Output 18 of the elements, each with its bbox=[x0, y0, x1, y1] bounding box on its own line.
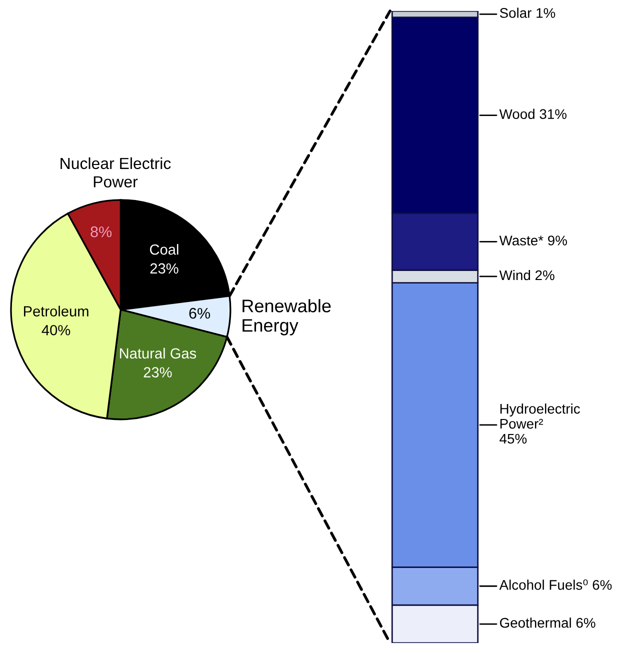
slice-label: Petroleum bbox=[24, 306, 88, 316]
slice-label: Nuclear Electric Power bbox=[60, 157, 171, 188]
text: Waste* 9% bbox=[499, 236, 567, 246]
data-label: 40% bbox=[42, 325, 70, 336]
data-label: 8% bbox=[90, 226, 112, 238]
text: Alcohol Fuels⁰ 6% bbox=[499, 579, 612, 590]
text: Geothermal 6% bbox=[500, 618, 596, 628]
data-label: 23% bbox=[144, 367, 172, 378]
slice-label: Coal bbox=[150, 244, 178, 255]
slice-label: Renewable Energy bbox=[242, 299, 331, 336]
data-label: 6% bbox=[189, 308, 210, 319]
text: Wind 2% bbox=[499, 270, 554, 280]
text: Wood 31% bbox=[499, 108, 566, 120]
series-label: Hydroelectric Power² bbox=[500, 404, 580, 429]
data-label: 23% bbox=[150, 263, 178, 274]
slice-label: Natural Gas bbox=[120, 348, 196, 359]
text: Solar 1% bbox=[500, 8, 556, 18]
data-label: 45% bbox=[500, 434, 527, 444]
